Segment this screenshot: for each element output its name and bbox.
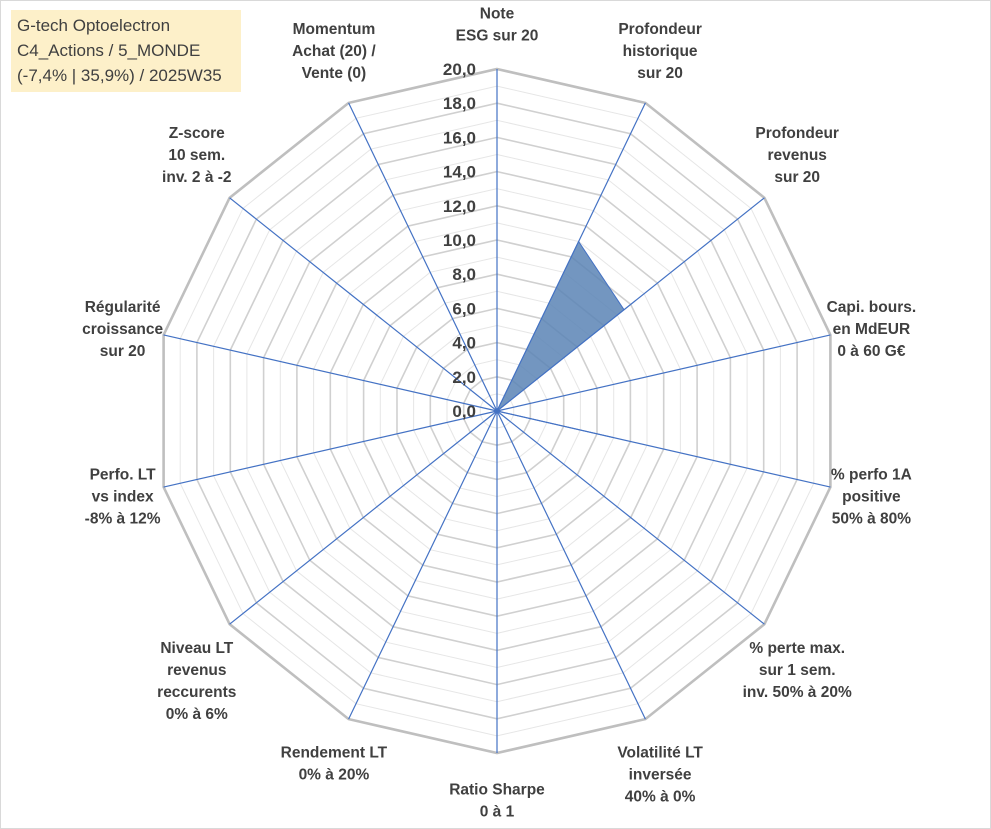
axis-label: Achat (20) / bbox=[292, 43, 376, 60]
axis-label: ESG sur 20 bbox=[456, 28, 539, 45]
radial-tick-labels: 0,0 2,0 4,0 6,0 8,0 10,0 12,0 14,0 16,0 18,0 20,0 bbox=[443, 60, 476, 421]
axis-label: 10 sem. bbox=[168, 147, 225, 164]
tick-label: 20,0 bbox=[443, 60, 476, 79]
axis-label: historique bbox=[623, 43, 698, 60]
radar-spokes bbox=[163, 69, 831, 753]
axis-label: 0% à 6% bbox=[166, 706, 228, 723]
radar-spoke bbox=[163, 334, 498, 412]
axis-label: sur 20 bbox=[637, 65, 683, 82]
axis-label: Vente (0) bbox=[302, 65, 367, 82]
axis-label: revenus bbox=[167, 662, 226, 679]
radar-spoke bbox=[348, 410, 498, 720]
axis-label: sur 1 sem. bbox=[759, 662, 836, 679]
radar-spoke bbox=[348, 102, 498, 412]
axis-label: revenus bbox=[767, 147, 826, 164]
axis-label: Régularité bbox=[85, 299, 161, 316]
axis-label: Profondeur bbox=[755, 125, 839, 142]
axis-label: reccurents bbox=[157, 684, 236, 701]
chart-title-box: G-tech Optoelectron C4_Actions / 5_MONDE… bbox=[11, 10, 241, 92]
axis-label: Note bbox=[480, 6, 515, 23]
axis-label: inv. 50% à 20% bbox=[743, 684, 852, 701]
axis-label: croissance bbox=[82, 321, 163, 338]
axis-label: inversée bbox=[629, 766, 692, 783]
axis-label: 40% à 0% bbox=[625, 788, 696, 805]
radar-spoke bbox=[496, 410, 765, 625]
axis-label: positive bbox=[842, 488, 901, 505]
chart-title-line-3: (-7,4% | 35,9%) / 2025W35 bbox=[17, 66, 222, 85]
chart-title-line-2: C4_Actions / 5_MONDE bbox=[17, 41, 201, 60]
chart-title-line-1: G-tech Optoelectron bbox=[17, 16, 171, 35]
tick-label: 12,0 bbox=[443, 197, 476, 216]
axis-label: en MdEUR bbox=[833, 321, 911, 338]
tick-label: 10,0 bbox=[443, 231, 476, 250]
radar-series bbox=[495, 240, 625, 439]
axis-label: % perfo 1A bbox=[831, 466, 912, 483]
axis-label: Niveau LT bbox=[160, 640, 233, 657]
axis-label: inv. 2 à -2 bbox=[162, 169, 232, 186]
axis-label: Volatilité LT bbox=[617, 744, 703, 761]
radar-spoke bbox=[229, 197, 498, 412]
axis-label: 50% à 80% bbox=[832, 510, 911, 527]
series-area bbox=[495, 240, 625, 439]
tick-label: 18,0 bbox=[443, 94, 476, 113]
tick-label: 14,0 bbox=[443, 163, 476, 182]
axis-label: -8% à 12% bbox=[85, 510, 161, 527]
axis-label: 0% à 20% bbox=[299, 766, 370, 783]
axis-labels: Note ESG sur 20 Profondeur historique sur 20… bbox=[82, 6, 916, 821]
axis-label: 0 à 60 G€ bbox=[837, 343, 905, 360]
axis-label: sur 20 bbox=[100, 343, 146, 360]
axis-label: sur 20 bbox=[774, 169, 820, 186]
radar-spoke bbox=[229, 410, 498, 625]
tick-label: 2,0 bbox=[452, 368, 476, 387]
axis-label: % perte max. bbox=[749, 640, 845, 657]
axis-label: Capi. bours. bbox=[827, 299, 917, 316]
axis-label: Profondeur bbox=[618, 21, 702, 38]
axis-label: Rendement LT bbox=[281, 744, 388, 761]
radar-spoke bbox=[496, 410, 646, 720]
axis-label: Perfo. LT bbox=[90, 466, 157, 483]
tick-label: 0,0 bbox=[452, 402, 476, 421]
tick-label: 16,0 bbox=[443, 128, 476, 147]
radar-spoke bbox=[163, 410, 498, 488]
axis-label: 0 à 1 bbox=[480, 804, 515, 821]
tick-label: 6,0 bbox=[452, 299, 476, 318]
tick-label: 8,0 bbox=[452, 265, 476, 284]
axis-label: Z-score bbox=[169, 125, 225, 142]
tick-label: 4,0 bbox=[452, 334, 476, 353]
axis-label: Ratio Sharpe bbox=[449, 782, 545, 799]
radar-spoke bbox=[496, 334, 831, 412]
axis-label: Momentum bbox=[293, 21, 376, 38]
axis-label: vs index bbox=[92, 488, 154, 505]
